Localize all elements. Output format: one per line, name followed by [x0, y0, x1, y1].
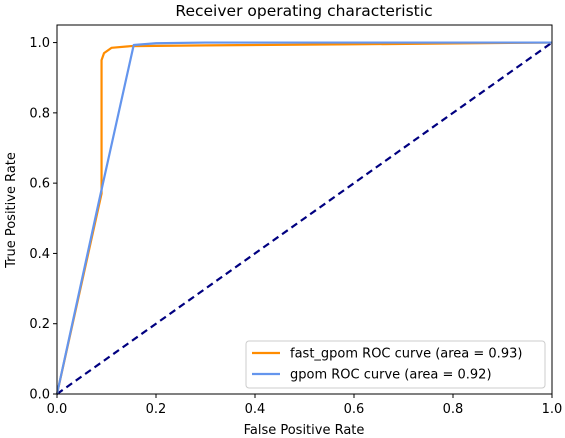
- x-tick-label: 0.6: [344, 402, 365, 417]
- x-tick-label: 0.2: [146, 402, 167, 417]
- axes-frame: [56, 24, 553, 395]
- chart-title: Receiver operating characteristic: [175, 2, 432, 20]
- plot-area: [55, 24, 553, 395]
- series-line-1: [55, 41, 552, 395]
- y-tick-label: 0.6: [29, 177, 50, 192]
- x-tick-label: 1.0: [542, 402, 563, 417]
- legend: fast_gpom ROC curve (area = 0.93) gpom RO…: [245, 340, 546, 389]
- y-tick-label: 1.0: [29, 36, 50, 51]
- y-tick-label: 0.4: [29, 247, 50, 262]
- x-tick-label: 0.0: [47, 402, 68, 417]
- series-line-0: [55, 41, 553, 395]
- y-axis-ticks: 0.0 0.2 0.4 0.6 0.8 1.0: [29, 36, 57, 403]
- series-layer: [55, 41, 553, 395]
- x-axis-label: False Positive Rate: [244, 423, 365, 438]
- x-axis-ticks: 0.0 0.2 0.4 0.6 0.8 1.0: [47, 394, 563, 417]
- chance-line: [56, 41, 553, 395]
- legend-box: [245, 340, 546, 389]
- y-axis-label: True Positive Rate: [4, 152, 19, 269]
- legend-label: gpom ROC curve (area = 0.92): [290, 368, 492, 383]
- x-tick-label: 0.4: [245, 402, 266, 417]
- x-tick-label: 0.8: [443, 402, 464, 417]
- y-tick-label: 0.2: [29, 317, 50, 332]
- y-tick-label: 0.8: [29, 106, 50, 121]
- legend-label: fast_gpom ROC curve (area = 0.93): [290, 347, 522, 362]
- y-tick-label: 0.0: [29, 388, 50, 403]
